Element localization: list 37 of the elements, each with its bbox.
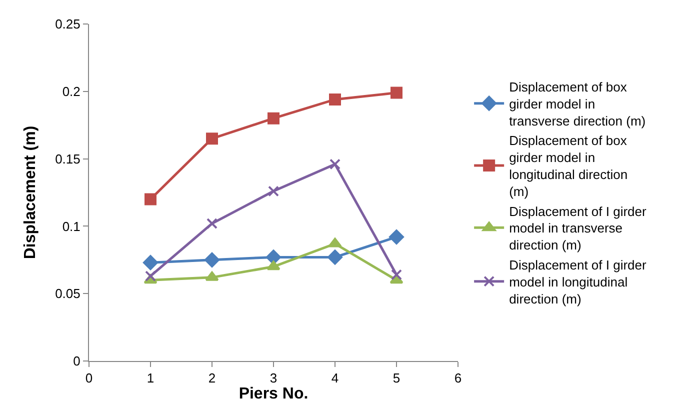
point: [390, 86, 402, 99]
y-tick-label: 0.25: [55, 16, 80, 32]
x-tick-label: 3: [270, 370, 278, 386]
point: [206, 132, 218, 145]
y-tick-label: 0.2: [62, 84, 80, 99]
x-tick-label: 1: [146, 370, 154, 386]
y-axis-title: Displacement (m): [22, 126, 39, 260]
x-tick-label: 4: [331, 370, 339, 386]
point: [391, 269, 402, 280]
x-axis-title: Piers No.: [238, 386, 308, 403]
y-tick-label: 0.15: [55, 151, 80, 166]
point: [266, 250, 281, 265]
point: [389, 229, 404, 244]
x-tick-label: 5: [392, 370, 400, 386]
point: [204, 252, 220, 268]
point: [329, 93, 341, 106]
point: [206, 218, 218, 229]
x-tick-label: 0: [85, 370, 93, 386]
point: [328, 238, 342, 248]
point: [144, 193, 156, 206]
point: [268, 186, 279, 197]
legend-label: Displacement of I girder model in transverse direction (m): [509, 204, 648, 253]
point: [330, 158, 340, 170]
point: [145, 270, 156, 282]
legend-label: Displacement of box girder model in longitudinal direction (m): [509, 133, 628, 199]
point: [266, 260, 280, 270]
point: [205, 271, 219, 281]
point: [143, 255, 158, 270]
x-tick-label: 2: [208, 370, 216, 386]
y-tick-label: 0: [73, 354, 80, 369]
point: [328, 250, 342, 265]
legend-label: Displacement of I girder model in longitudinal direction (m): [509, 258, 648, 306]
legend-label: Displacement of box girder model in transverse direction (m): [509, 80, 646, 128]
y-tick-label: 0.1: [62, 218, 80, 234]
y-tick-label: 0.05: [55, 286, 80, 302]
point: [268, 112, 280, 124]
x-tick-label: 6: [454, 370, 462, 386]
